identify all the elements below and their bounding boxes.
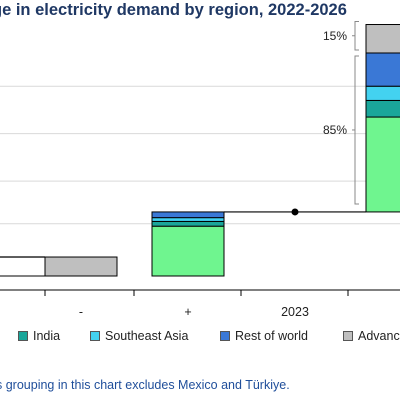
legend-label-southeast-asia: Southeast Asia	[105, 329, 189, 343]
x-tick-label: +	[184, 305, 191, 319]
legend-label-advanced: Advanc	[358, 329, 400, 343]
legend-swatch-rest-of-world	[220, 330, 230, 341]
advanced-share-brace	[354, 21, 359, 51]
legend-swatch-india	[18, 330, 28, 341]
legend-item-advanced: Advanc	[343, 329, 400, 343]
bar-segment-row	[151, 211, 225, 219]
bar-segment-advanced	[365, 24, 400, 54]
bar-segment-china	[151, 225, 225, 277]
advanced-share-label: 15%	[323, 29, 347, 43]
legend-item-india: India	[18, 329, 60, 343]
bar-segment-advanced	[44, 256, 118, 277]
bar-segment-china	[365, 116, 400, 213]
legend-item-rest-of-world: Rest of world	[220, 329, 308, 343]
legend: India Southeast Asia Rest of world Advan…	[0, 329, 400, 347]
legend-swatch-southeast-asia	[90, 330, 100, 341]
x-tick-label: -	[79, 305, 83, 319]
legend-label-india: India	[33, 329, 61, 343]
bar-segment-india	[151, 220, 225, 227]
bar-base	[0, 256, 47, 277]
chart-title: ge in electricity demand by region, 2022…	[0, 1, 347, 19]
emerging-share-label: 85%	[323, 123, 347, 137]
emerging-share-brace	[354, 55, 359, 205]
legend-item-southeast-asia: Southeast Asia	[90, 329, 188, 343]
footnote: s grouping in this chart excludes Mexico…	[0, 378, 290, 392]
bar-segment-sea	[151, 217, 225, 222]
bar-segment-row	[365, 52, 400, 87]
legend-swatch-advanced	[343, 330, 353, 341]
x-tick-label: 2023	[281, 305, 309, 319]
bar-segment-sea	[365, 85, 400, 101]
bar-segment-india	[365, 99, 400, 118]
legend-label-rest-of-world: Rest of world	[235, 329, 308, 343]
